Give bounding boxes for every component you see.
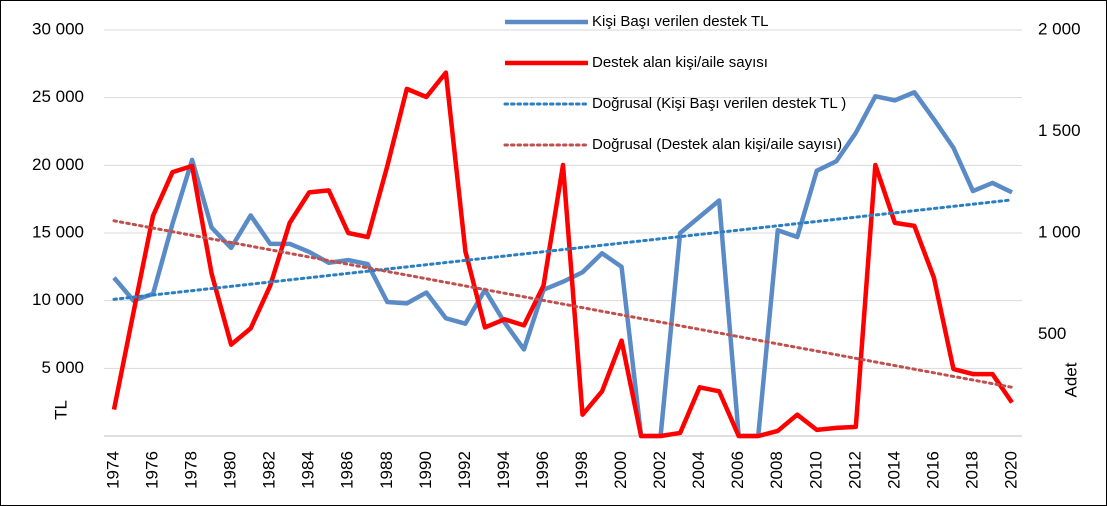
x-tick-label: 1998 xyxy=(572,451,591,489)
x-tick-label: 1980 xyxy=(221,451,240,489)
x-tick-label: 1984 xyxy=(299,451,318,489)
y-tick-label: 10 000 xyxy=(32,290,84,309)
x-tick-label: 2004 xyxy=(689,451,708,489)
y-tick-label: 15 000 xyxy=(32,222,84,241)
x-tick-label: 1990 xyxy=(416,451,435,489)
x-tick-label: 2008 xyxy=(767,451,786,489)
legend-label: Kişi Başı verilen destek TL xyxy=(592,13,768,30)
x-tick-label: 2000 xyxy=(611,451,630,489)
trend-line xyxy=(112,198,1014,301)
x-tick-label: 2020 xyxy=(1001,451,1020,489)
x-tick-label: 1992 xyxy=(455,451,474,489)
x-tick-label: 1978 xyxy=(182,451,201,489)
legend-label: Doğrusal (Kişi Başı verilen destek TL ) xyxy=(592,95,846,112)
x-tick-label: 2014 xyxy=(884,451,903,489)
y-tick-label: 25 000 xyxy=(32,87,84,106)
x-tick-label: 1982 xyxy=(260,451,279,489)
x-tick-label: 1996 xyxy=(533,451,552,489)
x-tick-label: 2012 xyxy=(845,451,864,489)
legend-label: Doğrusal (Destek alan kişi/aile sayısı) xyxy=(592,136,842,153)
x-tick-label: 1986 xyxy=(338,451,357,489)
x-tick-label: 2016 xyxy=(923,451,942,489)
y-tick-label: 30 000 xyxy=(32,19,84,38)
y2-tick-label: 1 500 xyxy=(1038,121,1081,140)
x-tick-label: 1974 xyxy=(103,451,122,489)
y-axis-title: TL xyxy=(51,400,70,420)
x-tick-label: 2010 xyxy=(806,451,825,489)
legend-label: Destek alan kişi/aile sayısı xyxy=(592,54,768,71)
trend-line xyxy=(112,219,1014,389)
series-line xyxy=(111,70,1014,439)
legend: Kişi Başı verilen destek TL Destek alan k… xyxy=(503,13,846,153)
y2-tick-label: 2 000 xyxy=(1038,19,1081,38)
series-line xyxy=(112,90,1013,439)
y2-tick-label: 500 xyxy=(1038,324,1066,343)
y2-axis-title: Adet xyxy=(1061,362,1080,397)
x-tick-label: 1988 xyxy=(377,451,396,489)
x-tick-label: 2002 xyxy=(650,451,669,489)
x-tick-label: 1994 xyxy=(494,451,513,489)
y-tick-label: 5 000 xyxy=(41,358,84,377)
x-tick-label: 2018 xyxy=(962,451,981,489)
y2-tick-label: 1 000 xyxy=(1038,222,1081,241)
y-tick-label: 20 000 xyxy=(32,155,84,174)
x-tick-label: 2006 xyxy=(728,451,747,489)
x-tick-label: 1976 xyxy=(143,451,162,489)
